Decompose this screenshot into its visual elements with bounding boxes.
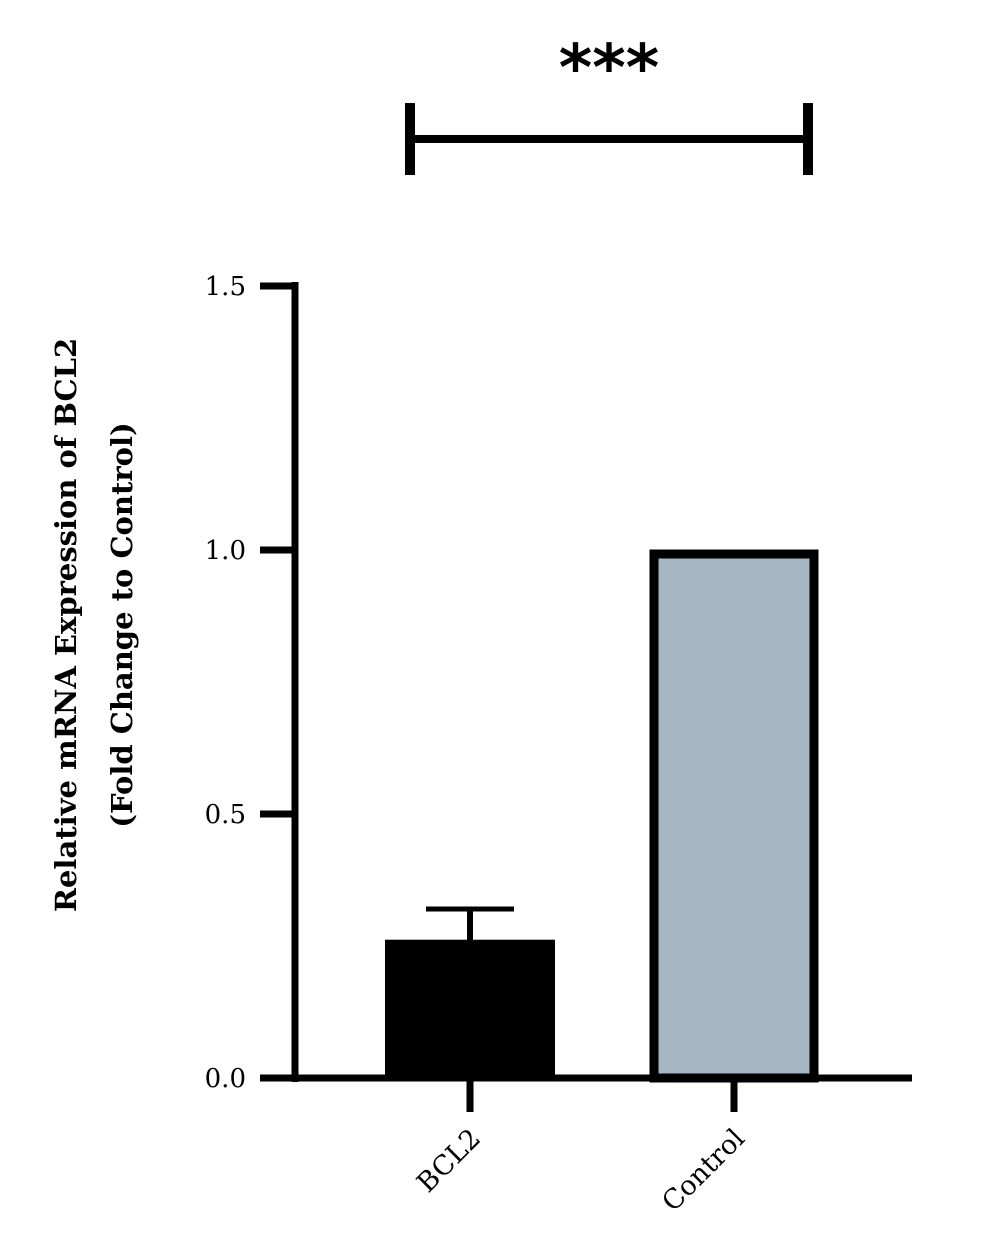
x-tick-label-control: Control xyxy=(656,1123,751,1218)
y-tick-label: 1.5 xyxy=(205,272,246,302)
bar-bcl2 xyxy=(385,939,555,1079)
y-ticks: 0.0 0.5 1.0 1.5 xyxy=(205,272,295,1094)
significance-bracket: *** xyxy=(405,32,813,175)
significance-label: *** xyxy=(559,32,659,106)
x-ticks: BCL2 Control xyxy=(411,1078,751,1218)
bar-control xyxy=(649,549,819,1083)
y-axis-title-line2: (Fold Change to Control) xyxy=(105,422,139,827)
y-tick-label: 0.5 xyxy=(205,800,246,830)
y-axis-title-line1: Relative mRNA Expression of BCL2 xyxy=(49,338,83,912)
y-tick-label: 1.0 xyxy=(205,536,246,566)
y-tick-label: 0.0 xyxy=(205,1064,246,1094)
x-tick-label-bcl2: BCL2 xyxy=(411,1123,487,1199)
bars xyxy=(385,549,819,1083)
